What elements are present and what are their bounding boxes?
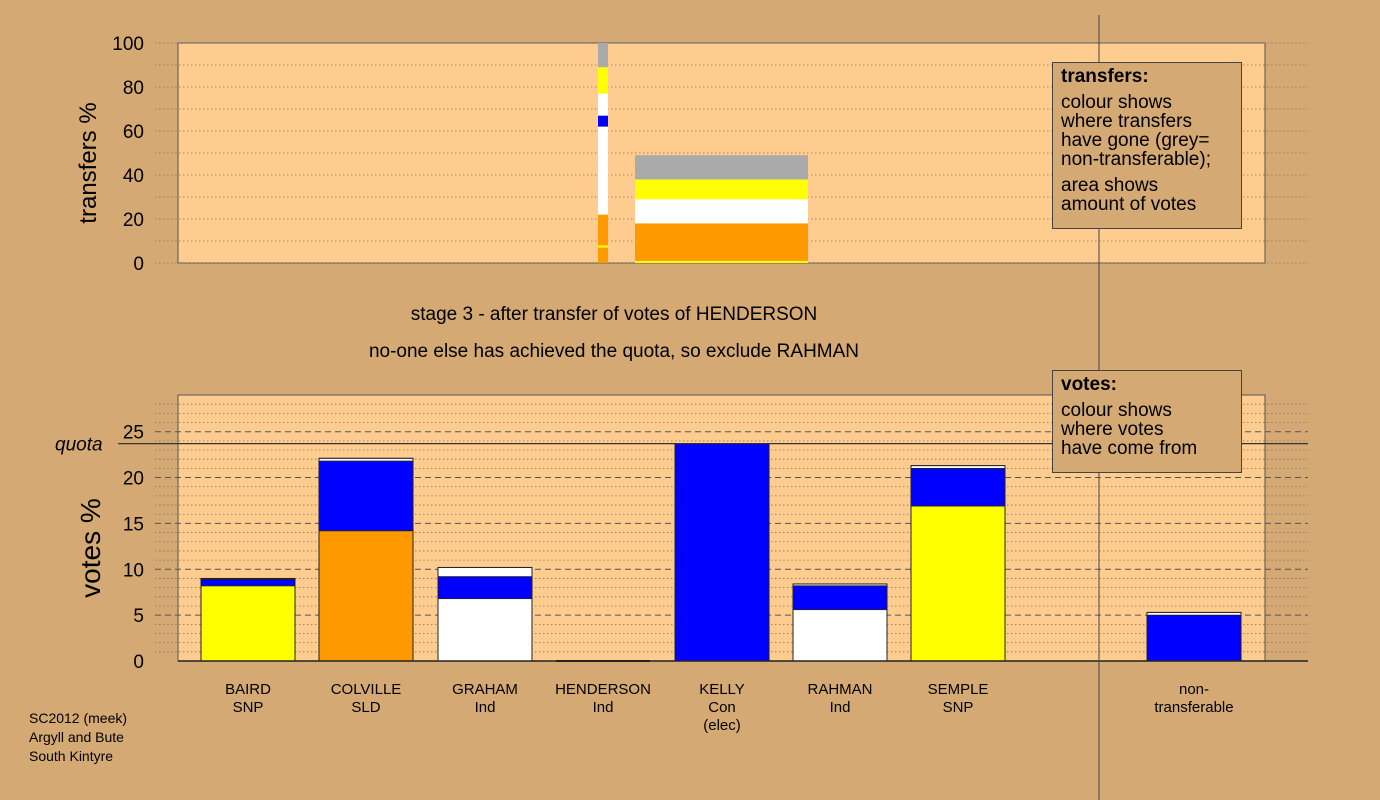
candidate-label: transferable xyxy=(1154,699,1233,716)
transfers-y-tick-label: 40 xyxy=(123,166,144,187)
transfer-block-segment xyxy=(635,199,808,224)
vote-bar-segment xyxy=(792,609,888,662)
transfer-block-segment xyxy=(635,260,808,263)
candidate-label: Ind xyxy=(830,699,851,716)
candidate-label: non- xyxy=(1179,681,1209,698)
transfers-legend-line: where transfers xyxy=(1061,111,1192,132)
footer-council: Argyll and Bute xyxy=(29,729,124,745)
vote-bar-segment xyxy=(1146,614,1242,662)
transfers-legend-line: area shows xyxy=(1061,175,1159,196)
transfers-y-tick-label: 0 xyxy=(133,254,144,275)
vote-bar-segment xyxy=(674,443,770,662)
source-column-segment xyxy=(598,115,608,127)
stage-caption: stage 3 - after transfer of votes of HEN… xyxy=(410,304,818,325)
votes-legend: votes: colour shows where votes have com… xyxy=(1052,370,1242,473)
source-column-segment xyxy=(598,247,608,263)
source-column-segment xyxy=(598,126,608,215)
exclusion-caption: no-one else has achieved the quota, so e… xyxy=(368,341,860,362)
source-column-segment xyxy=(598,245,608,248)
candidate-label: SNP xyxy=(943,699,974,716)
transfers-y-tick-label: 60 xyxy=(123,122,144,143)
candidate-label: Con xyxy=(708,699,736,716)
transfers-y-tick-label: 20 xyxy=(123,210,144,231)
quota-label: quota xyxy=(55,435,103,456)
transfer-block-segment xyxy=(635,179,808,200)
transfer-block-segment xyxy=(635,223,808,261)
votes-legend-line: colour shows xyxy=(1061,400,1172,421)
candidate-label: HENDERSON xyxy=(555,681,651,698)
transfer-block-segment xyxy=(635,155,808,180)
candidate-label: RAHMAN xyxy=(807,681,872,698)
source-column-segment xyxy=(598,43,608,68)
transfers-y-tick-label: 100 xyxy=(112,34,144,55)
vote-bar-segment xyxy=(318,530,414,662)
votes-y-tick-label: 20 xyxy=(123,469,144,490)
vote-bar-segment xyxy=(437,567,533,578)
votes-y-tick-label: 10 xyxy=(123,560,144,581)
votes-y-tick-label: 0 xyxy=(133,652,144,673)
transfers-legend-line: non-transferable); xyxy=(1061,149,1211,170)
transfers-y-axis-label: transfers % xyxy=(75,102,102,223)
votes-y-tick-label: 25 xyxy=(123,423,144,444)
candidate-label: (elec) xyxy=(703,717,741,734)
candidate-label: SEMPLE xyxy=(928,681,989,698)
vote-bar-segment xyxy=(792,585,888,611)
transfers-legend-line: colour shows xyxy=(1061,92,1172,113)
source-column-segment xyxy=(598,93,608,116)
vote-bar-segment xyxy=(200,578,296,587)
votes-y-tick-label: 15 xyxy=(123,514,144,535)
vote-bar-segment xyxy=(318,460,414,532)
source-column-segment xyxy=(598,214,608,246)
votes-legend-line: have come from xyxy=(1061,438,1198,459)
votes-legend-line: where votes xyxy=(1061,419,1164,440)
votes-y-tick-label: 5 xyxy=(133,606,144,627)
vote-bar-segment xyxy=(910,467,1006,507)
vote-bar-segment xyxy=(437,576,533,600)
transfers-legend: transfers: colour shows where transfers … xyxy=(1052,62,1242,229)
candidate-label: KELLY xyxy=(699,681,745,698)
candidate-label: COLVILLE xyxy=(331,681,402,698)
candidate-label: Ind xyxy=(593,699,614,716)
transfers-legend-title: transfers: xyxy=(1061,66,1149,87)
transfers-legend-line: have gone (grey= xyxy=(1061,130,1210,151)
vote-bar-segment xyxy=(200,585,296,662)
candidate-label: SNP xyxy=(233,699,264,716)
candidate-label: GRAHAM xyxy=(452,681,518,698)
candidate-label: BAIRD xyxy=(225,681,271,698)
votes-y-axis-label: votes % xyxy=(75,498,106,598)
vote-bar-segment xyxy=(437,598,533,662)
vote-bar-segment xyxy=(910,505,1006,662)
transfers-y-tick-label: 80 xyxy=(123,78,144,99)
candidate-label: Ind xyxy=(475,699,496,716)
votes-legend-title: votes: xyxy=(1061,374,1117,395)
source-column-segment xyxy=(598,67,608,94)
candidate-label: SLD xyxy=(351,699,380,716)
footer-election: SC2012 (meek) xyxy=(29,710,128,726)
transfers-legend-line: amount of votes xyxy=(1061,194,1197,215)
footer-ward: South Kintyre xyxy=(29,748,114,764)
